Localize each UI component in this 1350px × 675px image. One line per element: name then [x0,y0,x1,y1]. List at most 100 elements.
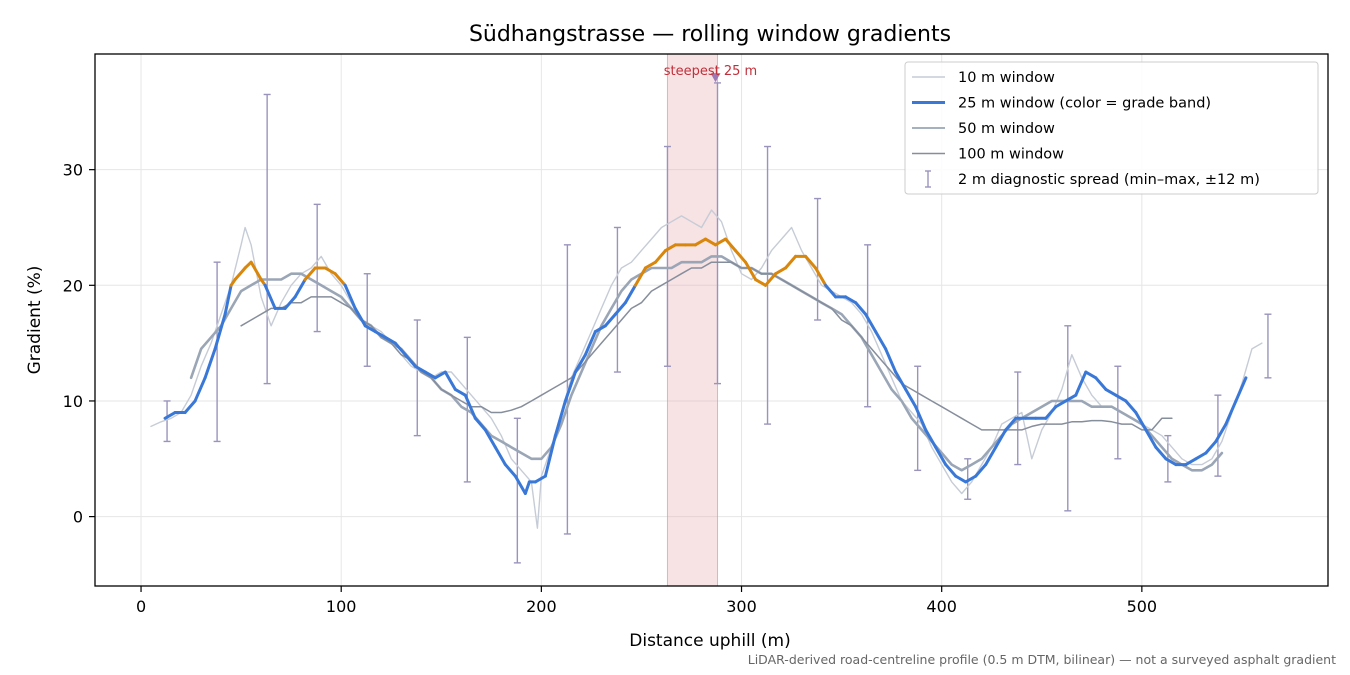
legend-entry: 10 m window [912,70,1055,86]
series-25m-window-segment [1164,457,1178,467]
steepest-window-highlight [666,53,719,587]
plot-frame [94,53,1329,587]
errorbar [714,82,722,385]
series-100m-window [240,261,1173,431]
x-tick-label: 400 [926,597,957,616]
errorbar [1064,325,1072,512]
legend-entry: 25 m window (color = grade band) [912,96,1211,112]
errorbar [513,417,521,564]
series-25m-window-segment [483,428,497,449]
x-tick-label: 300 [726,597,757,616]
series-25m-window-segment [744,260,758,282]
series-25m-window-segment [1074,370,1088,397]
series-25m-window-segment [363,324,377,334]
series-25m-window-segment [373,330,387,339]
series-25m-window-segment [1234,376,1248,403]
series-25m-window-segment [764,272,778,287]
series-25m-window-segment [473,416,487,432]
x-tick-label: 100 [326,597,357,616]
legend-entry: 100 m window [912,147,1064,163]
series-25m-window-segment [183,399,197,415]
series-25m-window-segment [353,306,367,328]
series-25m-window-segment [814,266,828,287]
errorbar [263,93,271,385]
series-25m-window-segment [283,295,297,310]
series-25m-window-segment [894,370,908,391]
series-25m-window-segment [904,387,918,409]
series-25m-window-segment [553,399,567,438]
series-25m-window-segment [1044,405,1058,420]
series-25m-window-segment [303,266,317,282]
legend: 10 m window 25 m window (color = grade ba… [904,61,1319,195]
series-25m-window-segment [1104,387,1118,397]
series-25m-window-segment [413,364,427,374]
steepest-annotation: steepest 25 m [664,64,757,79]
series-25m-window-segment [203,347,217,380]
series-lines [150,209,1263,529]
y-tick-label: 20 [63,276,83,295]
legend-label: 100 m window [958,147,1064,163]
series-25m-window-segment [343,283,357,310]
series-25m-window-segment [453,387,467,397]
y-axis-label: Gradient (%) [25,266,45,375]
series-25m-window-segment [433,370,447,380]
series-25m-window-segment [944,463,958,478]
series-25m-window-segment [714,237,728,247]
series-25m-window-segment [1204,439,1218,455]
legend-entry: 50 m window [912,121,1055,137]
series-25m-window-segment [924,428,938,449]
series-25m-window-segment [1094,376,1108,391]
series-25m-window-segment [523,480,531,495]
series-25m-window-segment [874,330,888,351]
series-25m-window-segment [724,237,738,253]
series-25m-window-segment [1084,370,1098,380]
series-25m-window-segment [263,283,277,310]
series-25m-window-segment [854,301,868,316]
series-25m-window-segment [974,463,988,478]
errorbar [1114,365,1122,460]
series-25m-window-segment [533,474,547,484]
series-25m-window-segment [1154,445,1168,461]
series-25m-window-segment [693,237,707,247]
series-25m-window-segment [223,283,233,316]
y-tick-label: 30 [63,161,83,180]
series-25m-window-segment [864,312,878,334]
errorbar [413,319,421,437]
legend-box [904,61,1319,195]
errorbar [663,145,671,367]
errorbar [163,400,171,443]
series-25m-window-segment [663,243,677,253]
series-25m-window-segment [1184,457,1198,467]
series-25m-window-segment [1124,399,1138,415]
series-25m-window-segment [213,312,227,351]
footnote: LiDAR-derived road-centreline profile (0… [748,652,1336,667]
series-25m-window-segment [934,445,948,467]
series-25m-window-segment [249,260,263,282]
series-25m-window-segment [643,260,657,270]
series-25m-window-segment [323,266,337,276]
series-25m-window-segment [703,237,718,247]
legend-label: 10 m window [958,70,1055,86]
series-25m-window-segment [573,353,587,374]
series-25m-window-segment [383,335,397,345]
x-tick-label: 0 [136,597,146,616]
series-25m-window-segment [754,278,768,287]
series-25m-window-segment [443,370,457,391]
series-25m-window-segment [844,295,858,305]
series-25m-window-segment [593,324,607,334]
series-25m-window-segment [1054,399,1068,409]
y-axis-ticks: 0 10 20 30 [63,161,95,527]
series-25m-window-segment [1004,416,1018,432]
series-25m-window-segment [623,283,637,305]
legend-entry: 2 m diagnostic spread (min–max, ±12 m) [925,170,1260,188]
series-25m-window-segment [914,405,928,432]
series-25m-window-segment [774,266,788,276]
errorbar [213,261,221,443]
series-25m-window-segment [163,411,177,420]
series-25m-window-segment [543,434,557,478]
series-25m-window-segment [734,249,748,264]
series-25m-window-segment [613,301,627,316]
series-25m-window-segment [964,474,978,484]
series-25m-window-segment [994,428,1008,449]
